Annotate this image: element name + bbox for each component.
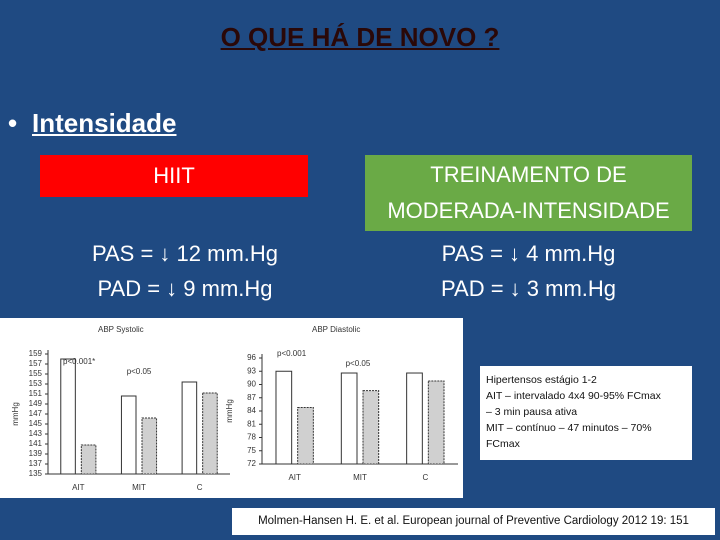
y-tick-label: 137: [29, 459, 43, 468]
x-tick-label: MIT: [353, 473, 367, 482]
y-tick-label: 147: [29, 409, 43, 418]
chart-title: ABP Systolic: [98, 325, 144, 334]
x-tick-label: AIT: [288, 473, 301, 482]
note: AIT – intervalado 4x4 90-95% FCmax: [486, 390, 661, 402]
y-axis-label: mmHg: [225, 399, 234, 423]
hiit-box: HIIT: [40, 155, 308, 197]
annotation: p<0.001*: [63, 357, 95, 366]
y-tick-label: 90: [247, 380, 256, 389]
box-line: MODERADA-INTENSIDADE: [387, 198, 670, 223]
y-tick-label: 139: [29, 449, 43, 458]
bar: [297, 406, 314, 465]
bar: [427, 380, 445, 465]
y-tick-label: 155: [29, 369, 43, 378]
y-tick-label: 145: [29, 419, 43, 428]
annotation: p<0.001: [277, 349, 307, 358]
y-tick-label: 75: [247, 446, 256, 455]
y-tick-label: 81: [247, 419, 256, 428]
bar: [181, 381, 198, 475]
y-tick-label: 96: [247, 353, 256, 362]
result-line: PAD = ↓ 9 mm.Hg: [97, 276, 273, 301]
x-tick-label: MIT: [132, 483, 146, 492]
note: MIT – contínuo – 47 minutos – 70%: [486, 422, 652, 434]
figure: ABP Systolic mmHg 135137139141143145147149…: [0, 318, 463, 498]
bar: [141, 417, 158, 475]
figure-bg: [0, 318, 463, 498]
x-tick-label: C: [422, 473, 428, 482]
bar: [80, 444, 97, 475]
bar: [275, 370, 293, 465]
y-tick-label: 135: [29, 469, 43, 478]
x-tick-label: C: [197, 483, 203, 492]
bar: [120, 395, 137, 475]
annotation: p<0.05: [346, 359, 371, 368]
bullet-dot: •: [8, 108, 18, 138]
y-tick-label: 84: [247, 406, 256, 415]
moderate-results: PAS = ↓ 4 mm.Hg PAD = ↓ 3 mm.Hg: [365, 236, 692, 306]
notes: Hipertensos estágio 1-2 AIT – intervalad…: [480, 366, 692, 460]
bar: [362, 390, 380, 465]
y-tick-label: 72: [247, 459, 256, 468]
box-line: TREINAMENTO DE: [430, 162, 627, 187]
annotation: p<0.05: [127, 367, 152, 376]
y-tick-label: 153: [29, 379, 43, 388]
y-axis-label: mmHg: [11, 402, 20, 426]
note: Hipertensos estágio 1-2: [486, 374, 597, 386]
slide-title: O QUE HÁ DE NOVO ?: [220, 22, 500, 52]
note: FCmax: [486, 438, 520, 450]
bullet: Intensidade: [32, 108, 177, 138]
y-tick-label: 157: [29, 359, 43, 368]
y-tick-label: 151: [29, 389, 43, 398]
y-tick-label: 141: [29, 439, 43, 448]
y-tick-label: 78: [247, 433, 256, 442]
bar: [60, 358, 76, 475]
y-tick-label: 93: [247, 366, 256, 375]
result-line: PAD = ↓ 3 mm.Hg: [440, 276, 617, 301]
bar: [406, 372, 423, 465]
y-tick-label: 143: [29, 429, 43, 438]
x-tick-label: AIT: [72, 483, 85, 492]
citation: Molmen-Hansen H. E. et al. European jour…: [232, 508, 715, 535]
bar: [340, 372, 358, 465]
y-tick-label: 149: [29, 399, 43, 408]
result-line: PAS = ↓ 12 mm.Hg: [91, 241, 279, 266]
bar: [202, 392, 218, 475]
hiit-results: PAS = ↓ 12 mm.Hg PAD = ↓ 9 mm.Hg: [40, 236, 330, 306]
chart-title: ABP Diastolic: [312, 325, 360, 334]
y-tick-label: 159: [29, 349, 43, 358]
result-line: PAS = ↓ 4 mm.Hg: [441, 241, 616, 266]
moderate-box: TREINAMENTO DE MODERADA-INTENSIDADE: [365, 155, 692, 231]
y-tick-label: 87: [247, 393, 256, 402]
note: – 3 min pausa ativa: [486, 406, 578, 418]
